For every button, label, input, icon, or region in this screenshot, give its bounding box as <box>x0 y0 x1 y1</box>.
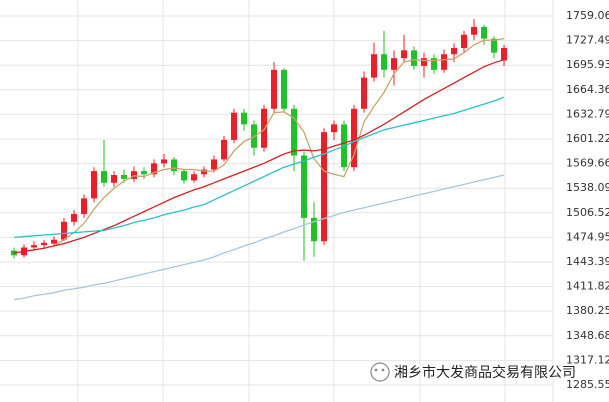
y-tick-label: 1380.25 <box>566 304 609 317</box>
watermark: 湘乡市大发商品交易有限公司 <box>370 362 576 382</box>
candle-body <box>181 171 187 181</box>
candle-body <box>301 155 307 218</box>
y-tick-label: 1317.12 <box>566 353 609 366</box>
candle-body <box>121 175 127 179</box>
candle-body <box>471 26 477 35</box>
y-tick-label: 1474.95 <box>566 230 609 243</box>
candle-body <box>141 171 147 175</box>
candle-body <box>211 159 217 170</box>
candle-body <box>271 69 277 109</box>
y-tick-label: 1759.06 <box>566 9 609 22</box>
y-tick-label: 1727.49 <box>566 34 609 47</box>
candle-body <box>391 58 397 70</box>
y-tick-label: 1569.66 <box>566 157 609 170</box>
ma-line <box>13 174 505 301</box>
candle-body <box>131 171 137 179</box>
candle-body <box>461 34 467 48</box>
candle-body <box>41 242 47 246</box>
candle-body <box>321 132 327 242</box>
candle-body <box>441 54 447 70</box>
icon-dot <box>381 368 385 372</box>
candle-body <box>71 213 77 222</box>
candle-body <box>81 198 87 214</box>
candle-body <box>31 245 37 248</box>
candle-body <box>431 58 437 70</box>
candle-body <box>501 48 507 61</box>
candle-body <box>291 108 297 156</box>
candle-body <box>491 38 497 53</box>
candle-body <box>51 239 57 244</box>
candle-body <box>351 108 357 168</box>
candle-body <box>191 174 197 181</box>
y-tick-label: 1285.55 <box>566 378 609 391</box>
y-tick-label: 1538.09 <box>566 181 609 194</box>
y-tick-label: 1411.82 <box>566 280 609 293</box>
vertical-grid <box>77 0 554 402</box>
candle-body <box>91 171 97 199</box>
candle-body <box>201 169 207 175</box>
candle-body <box>241 112 247 125</box>
candle-body <box>371 54 377 78</box>
y-tick-label: 1443.39 <box>566 255 609 268</box>
wechat-icon <box>370 362 390 382</box>
candle-body <box>411 50 417 66</box>
y-tick-label: 1664.36 <box>566 83 609 96</box>
candle-body <box>101 171 107 183</box>
watermark-text: 湘乡市大发商品交易有限公司 <box>394 364 576 381</box>
ma-line <box>13 96 505 238</box>
y-tick-label: 1695.93 <box>566 58 609 71</box>
candle-body <box>281 69 287 109</box>
candle-body <box>111 175 117 183</box>
candle-body <box>481 26 487 39</box>
y-tick-label: 1506.52 <box>566 206 609 219</box>
candle-body <box>61 221 67 240</box>
y-tick-label: 1348.68 <box>566 329 609 342</box>
candle-body <box>331 124 337 133</box>
icon-dot <box>374 368 378 372</box>
candle-body <box>311 217 317 242</box>
ma-line <box>53 38 505 247</box>
ma-line <box>13 59 505 254</box>
candle-body <box>261 108 267 148</box>
candle-body <box>221 139 227 160</box>
candle-body <box>421 58 427 66</box>
candle-body <box>401 50 407 59</box>
candle-body <box>451 48 457 55</box>
candle-body <box>161 159 167 164</box>
candle-body <box>231 112 237 140</box>
y-tick-label: 1601.22 <box>566 132 609 145</box>
candle-body <box>361 77 367 109</box>
candle-body <box>171 159 177 172</box>
y-tick-label: 1632.79 <box>566 107 609 120</box>
plot <box>0 15 553 386</box>
candle-body <box>151 163 157 175</box>
candle-body <box>381 54 387 70</box>
